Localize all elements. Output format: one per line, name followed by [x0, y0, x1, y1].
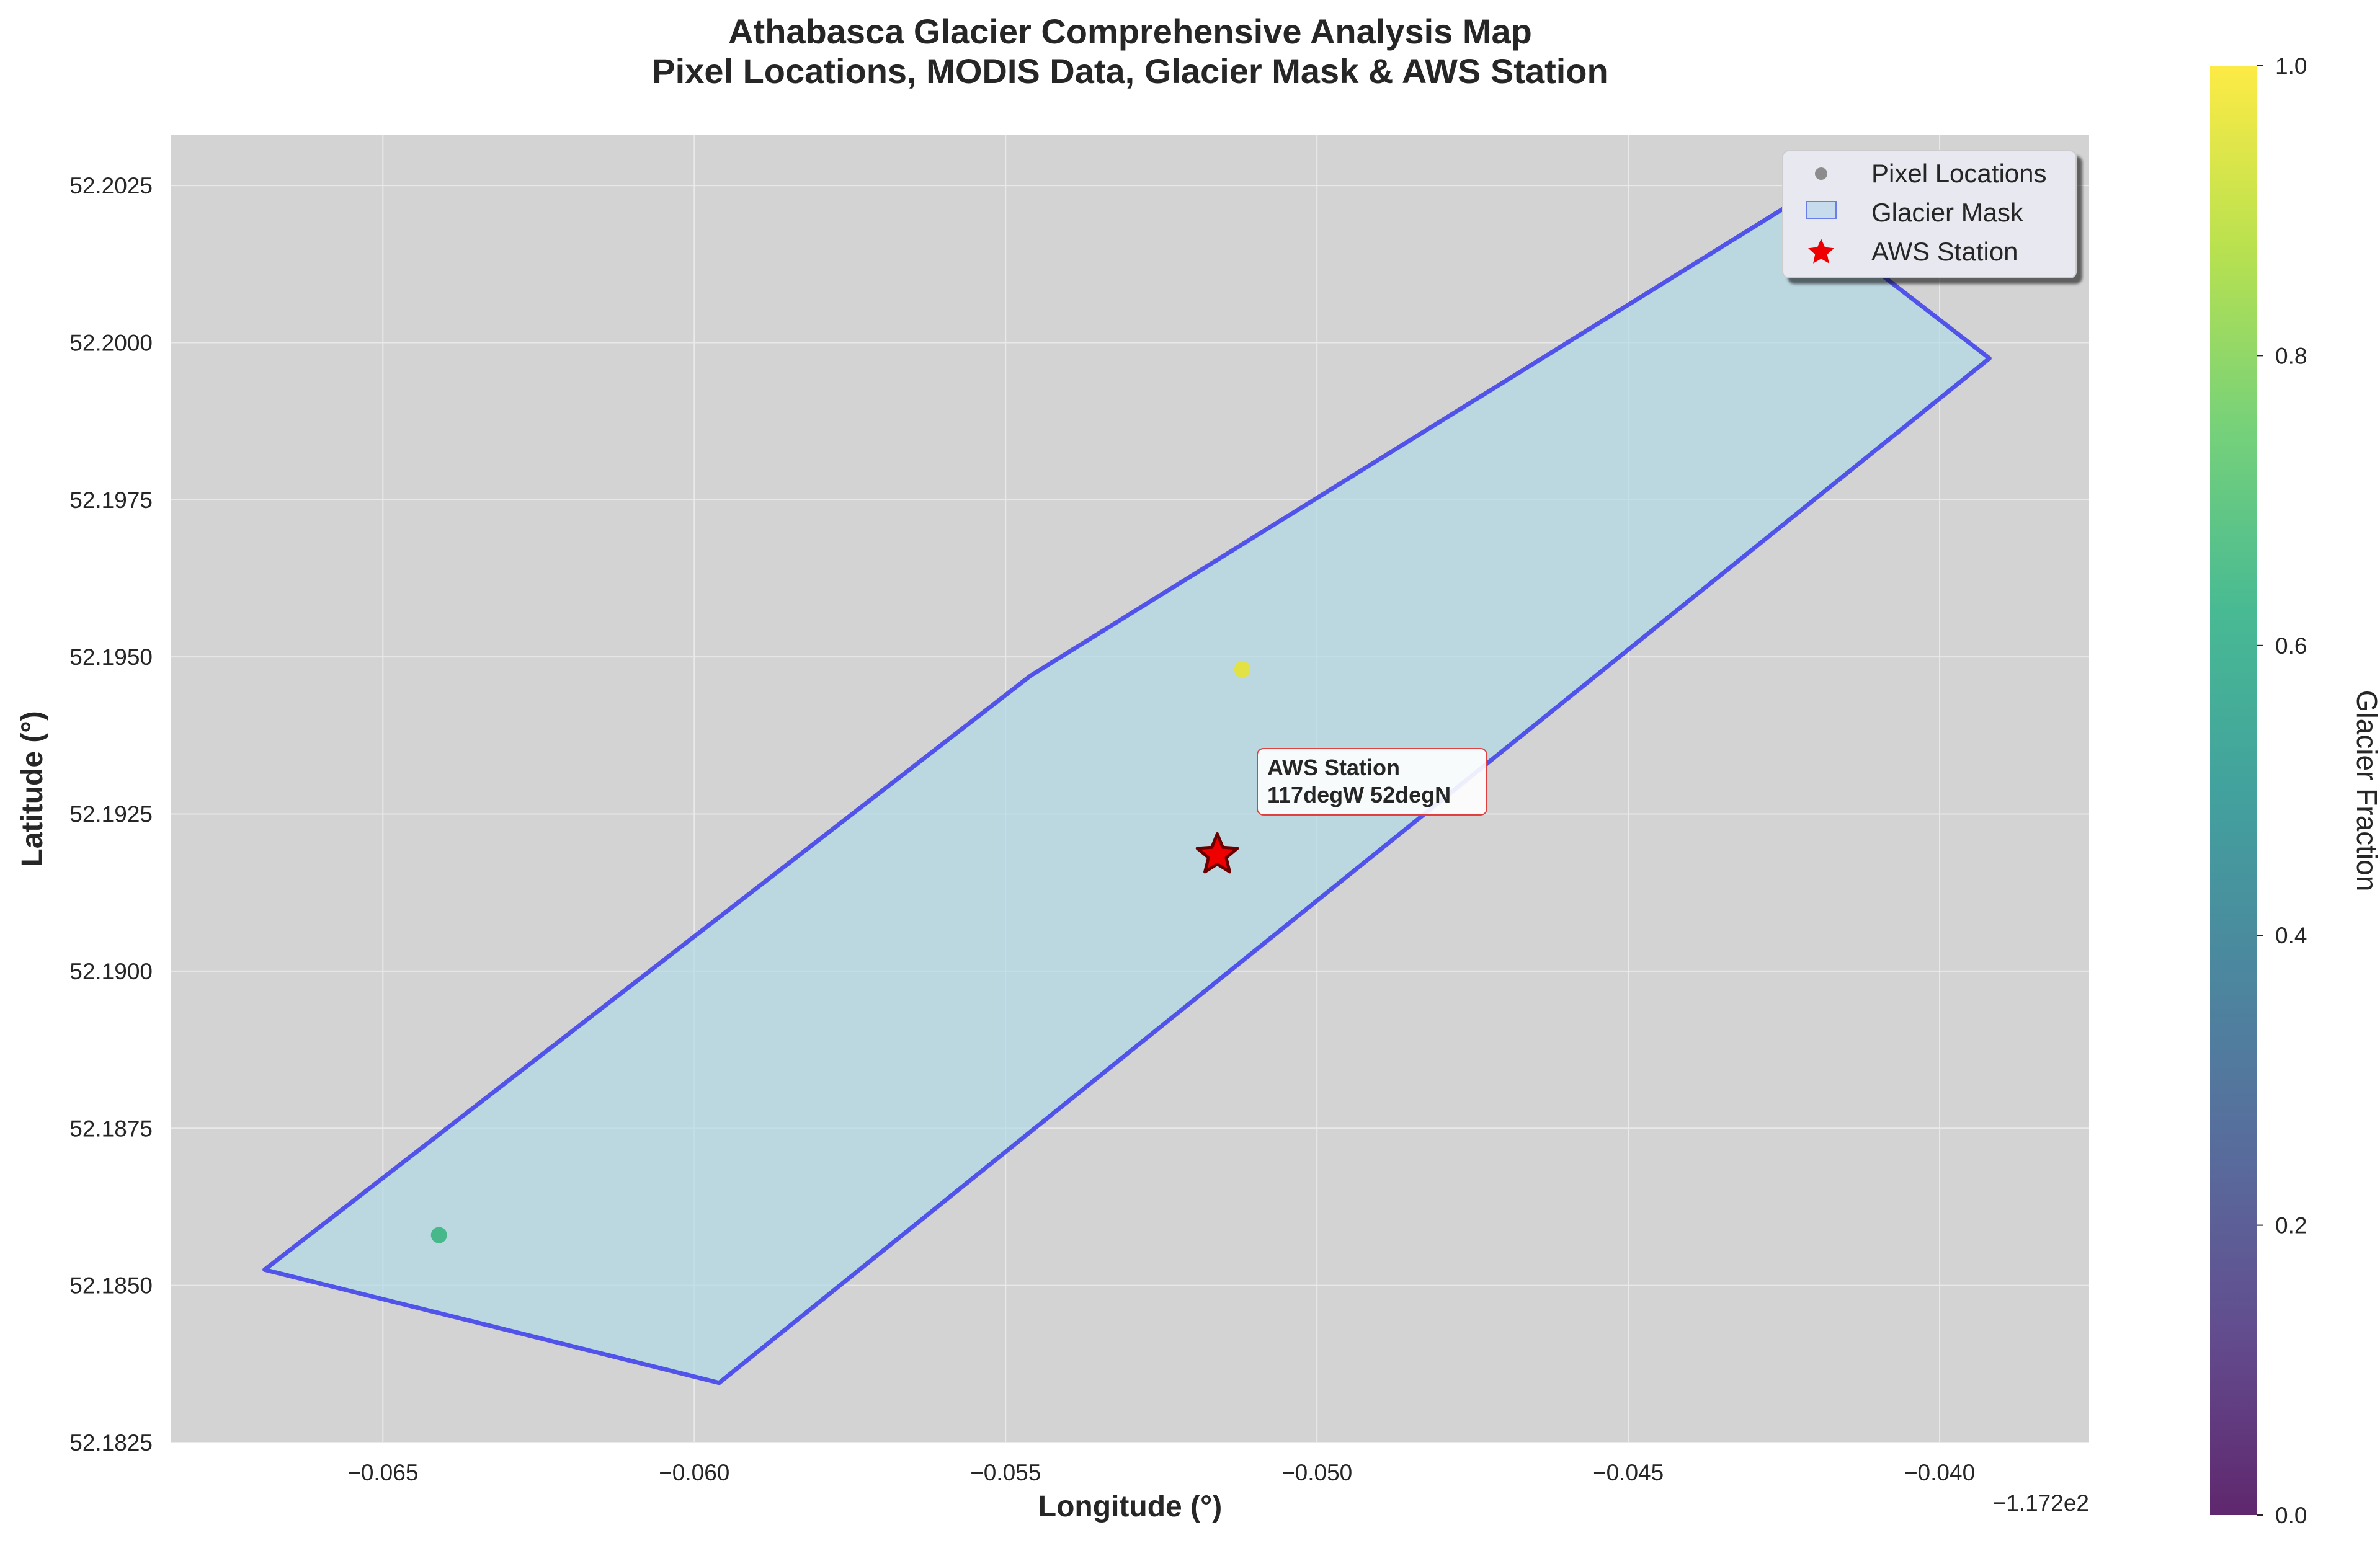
- y-tick-label: 52.1875: [69, 1116, 153, 1141]
- legend-box: [1782, 150, 2077, 278]
- y-tick-label: 52.1925: [69, 802, 153, 827]
- x-tick-label: −0.040: [1904, 1460, 1975, 1485]
- aws-station-star-icon: [1195, 832, 1239, 874]
- aws-annotation: AWS Station 117degW 52degN: [1257, 748, 1487, 816]
- x-tick-label: −0.055: [970, 1460, 1041, 1485]
- x-axis-label: Longitude (°): [1038, 1490, 1222, 1523]
- x-tick-label: −0.065: [347, 1460, 418, 1485]
- aws-annotation-line-1: AWS Station: [1267, 755, 1400, 780]
- pixel-locations-layer: [430, 661, 1250, 1243]
- colorbar-label: Glacier Fraction: [2351, 690, 2380, 892]
- x-tick-label: −0.050: [1281, 1460, 1352, 1485]
- y-axis-ticks: 52.1825 52.1850 52.1875 52.1900 52.1925 52.19…: [69, 173, 153, 1456]
- legend-pixel-locations-marker: [1815, 167, 1827, 180]
- colorbar-tick-label: 0.2: [2275, 1213, 2307, 1238]
- x-tick-label: −0.060: [659, 1460, 729, 1485]
- colorbar: 0.0 0.2 0.4 0.6 0.8 1.0 Glacier Fraction: [2210, 53, 2380, 1528]
- y-tick-label: 52.1850: [69, 1273, 153, 1299]
- x-axis-offset-label: −1.172e2: [1993, 1490, 2089, 1516]
- aws-annotation-box: [1257, 748, 1487, 816]
- legend-glacier-mask-swatch: [1806, 201, 1837, 219]
- y-tick-label: 52.1900: [69, 959, 153, 984]
- colorbar-gradient: [2210, 66, 2257, 1515]
- y-tick-label: 52.2025: [69, 173, 153, 198]
- legend: Pixel Locations Glacier Mask AWS Station: [1782, 150, 2077, 278]
- colorbar-tick-label: 0.6: [2275, 633, 2307, 659]
- legend-aws-station-star-icon: [1808, 239, 1834, 264]
- colorbar-tick-label: 0.0: [2275, 1503, 2307, 1528]
- y-tick-label: 52.2000: [69, 330, 153, 355]
- chart-title-line-2: Pixel Locations, MODIS Data, Glacier Mas…: [652, 51, 1608, 91]
- aws-annotation-line-2: 117degW 52degN: [1267, 782, 1451, 807]
- colorbar-tick-label: 0.4: [2275, 923, 2307, 948]
- chart-title-line-1: Athabasca Glacier Comprehensive Analysis…: [728, 12, 1532, 51]
- x-axis-ticks: −0.065 −0.060 −0.055 −0.050 −0.045 −0.040: [347, 1460, 1975, 1485]
- legend-glacier-mask-label: Glacier Mask: [1871, 198, 2024, 227]
- legend-pixel-locations-label: Pixel Locations: [1871, 159, 2047, 188]
- pixel-location-point: [1234, 661, 1250, 678]
- pixel-location-point: [430, 1227, 447, 1243]
- y-axis-label: Latitude (°): [16, 711, 49, 866]
- colorbar-ticks: 0.0 0.2 0.4 0.6 0.8 1.0: [2257, 53, 2307, 1528]
- colorbar-tick-label: 1.0: [2275, 53, 2307, 79]
- y-tick-label: 52.1825: [69, 1430, 153, 1456]
- colorbar-tick-label: 0.8: [2275, 343, 2307, 368]
- y-tick-label: 52.1975: [69, 487, 153, 513]
- aws-station-marker: [1195, 832, 1239, 874]
- legend-aws-station-label: AWS Station: [1871, 237, 2018, 266]
- x-tick-label: −0.045: [1593, 1460, 1664, 1485]
- glacier-mask-polygon: [262, 202, 1992, 1385]
- y-tick-label: 52.1950: [69, 644, 153, 670]
